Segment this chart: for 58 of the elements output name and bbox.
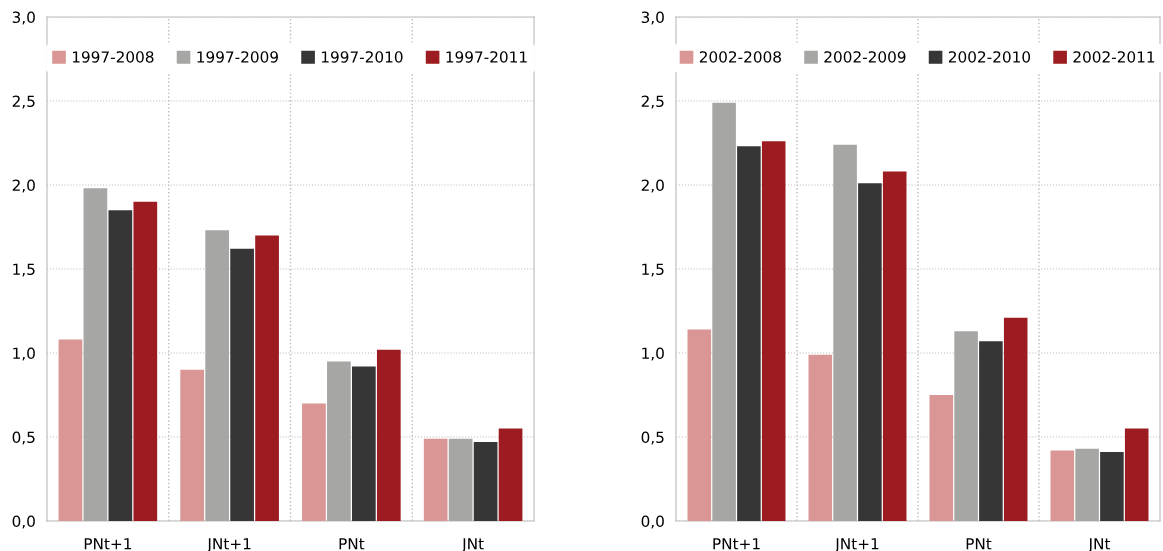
bar [1124,428,1149,521]
bar [737,146,761,521]
y-tick-label: 0,5 [12,431,35,445]
bar [352,366,376,521]
legend-label: 1997-2011 [446,51,527,63]
x-tick-label: PNt [966,538,992,550]
bar [712,102,736,521]
x-tick-label: PNt [339,538,365,550]
legend-label: 2002-2009 [824,51,906,63]
bar [687,329,712,521]
legend-label: 1997-2009 [197,51,278,63]
bar [473,442,498,521]
bar [808,354,833,521]
bar [954,331,978,521]
legend-label: 1997-2008 [72,51,154,63]
y-tick-label: 2,5 [641,95,664,109]
bar [255,235,279,521]
legend-label: 2002-2010 [948,51,1031,63]
bar [180,369,205,521]
bar [327,361,351,521]
bar [761,141,786,521]
y-tick-label: 3,0 [641,11,664,25]
bar [205,230,229,521]
y-tick-label: 3,0 [12,11,35,25]
bar [376,349,401,521]
bar [133,201,158,521]
legend-label: 1997-2010 [321,51,403,63]
y-tick-label: 1,5 [13,263,35,277]
bar [58,339,83,521]
y-tick-label: 1,0 [642,347,664,361]
legend-label: 2002-2008 [699,51,781,63]
bar [1075,448,1099,521]
y-tick-label: 1,0 [13,347,35,361]
bar [833,144,857,521]
y-tick-label: 0,5 [641,431,664,445]
bar [882,171,907,521]
bar [1003,317,1028,521]
bar [979,341,1003,521]
bar [108,210,133,521]
x-tick-label: PNt+1 [713,538,760,550]
bar [448,438,473,521]
y-tick-label: 2,5 [12,95,35,109]
y-tick-label: 0,0 [641,515,664,529]
x-tick-label: PNt+1 [84,538,132,550]
legend-label: 2002-2011 [1073,51,1155,63]
bar [302,403,326,521]
bar [1100,452,1124,521]
bar [929,395,954,521]
bar [83,188,108,521]
bar [230,248,254,521]
bar [858,183,882,521]
y-tick-label: 2,0 [12,179,35,193]
bar [498,428,523,521]
bar [423,438,448,521]
y-tick-label: 1,5 [642,263,664,277]
bar [1050,450,1075,521]
y-tick-label: 0,0 [12,515,35,529]
y-tick-label: 2,0 [641,179,664,193]
